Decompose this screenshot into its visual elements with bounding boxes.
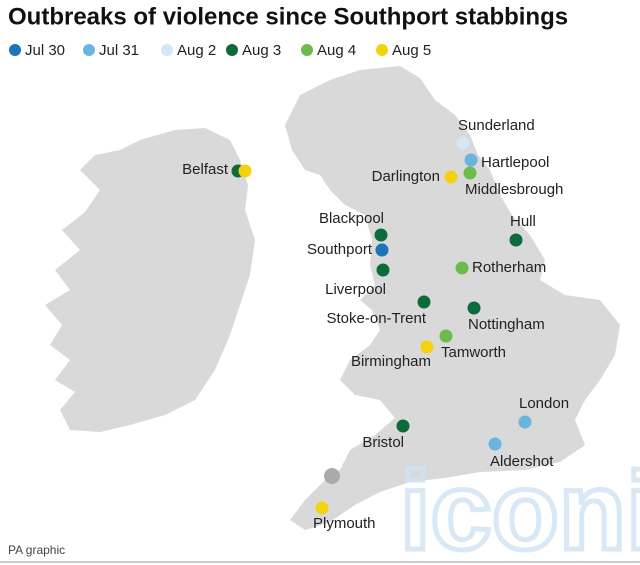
location-label: Plymouth [313,515,376,532]
credit: PA graphic [8,543,65,557]
location-marker [464,153,478,167]
location-label: Southport [307,241,373,258]
legend-label: Jul 31 [99,42,139,59]
legend-swatch [301,44,313,56]
location-label: Hull [510,213,536,230]
location-marker [455,261,469,275]
location-marker [463,166,477,180]
location-marker [509,233,523,247]
location-label: Bristol [362,434,404,451]
location-label: Tamworth [441,344,506,361]
location-marker [238,164,252,178]
location-marker [518,415,532,429]
location-marker [417,295,431,309]
location-marker [315,501,329,515]
location-label: Belfast [182,161,229,178]
location-marker [376,263,390,277]
legend-swatch [226,44,238,56]
legend-label: Jul 30 [25,42,65,59]
location-marker [420,340,434,354]
unnamed-marker [324,468,340,484]
location-label: Aldershot [490,453,554,470]
legend-swatch [83,44,95,56]
location-label: Nottingham [468,316,545,333]
legend-label: Aug 4 [317,42,356,59]
location-label: Liverpool [325,281,386,298]
location-label: Hartlepool [481,154,549,171]
location-marker [488,437,502,451]
location-label: Blackpool [319,210,384,227]
location-label: Rotherham [472,259,546,276]
legend-swatch [9,44,21,56]
location-label: Sunderland [458,117,535,134]
ireland [45,128,255,432]
location-marker [467,301,481,315]
legend-swatch [161,44,173,56]
location-label: Birmingham [351,353,431,370]
title: Outbreaks of violence since Southport st… [8,3,568,30]
location-marker [444,170,458,184]
location-marker [374,228,388,242]
location-marker [456,136,470,150]
location-label: Stoke-on-Trent [327,310,427,327]
location-marker [375,243,389,257]
legend-swatch [376,44,388,56]
legend-label: Aug 2 [177,42,216,59]
watermark: iconic [400,450,640,565]
location-marker [396,419,410,433]
location-label: Darlington [372,168,440,185]
legend-label: Aug 3 [242,42,281,59]
legend-label: Aug 5 [392,42,431,59]
location-label: Middlesbrough [465,181,563,198]
great-britain [285,66,620,530]
location-marker [439,329,453,343]
location-label: London [519,395,569,412]
